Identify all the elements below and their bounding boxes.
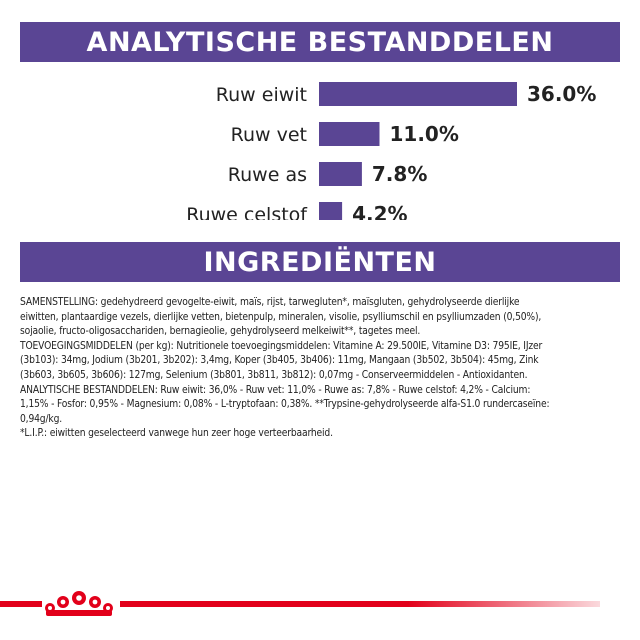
- bar-category-label: Ruwe as: [228, 164, 307, 186]
- composition-line: TOEVOEGINGSMIDDELEN (per kg): Nutritione…: [20, 340, 543, 352]
- composition-line: ANALYTISCHE BESTANDDELEN: Ruw eiwit: 36,…: [20, 384, 531, 396]
- composition-line: 1,15% - Fosfor: 0,95% - Magnesium: 0,08%…: [20, 399, 550, 411]
- composition-line: SAMENSTELLING: gedehydreerd gevogelte-ei…: [20, 297, 520, 308]
- composition-line: sojaolie, fructo-oligosacchariden, berna…: [20, 326, 421, 338]
- footer: [0, 588, 640, 618]
- footer-red-line-left: [0, 601, 42, 607]
- bar-category-label: Ruw vet: [231, 124, 307, 146]
- bar: [319, 162, 362, 186]
- bar: [319, 122, 380, 146]
- bar-value-label: 11.0%: [390, 122, 459, 146]
- composition-line: (3b103): 34mg, Jodium (3b201, 3b202): 3,…: [20, 355, 539, 367]
- nutrient-bar-chart: Ruw eiwit 36.0% Ruw vet 11.0% Ruwe as 7.8% Ruw…: [186, 82, 596, 220]
- ingredients-title: INGREDIËNTEN: [203, 246, 437, 278]
- bar-value-label: 7.8%: [372, 162, 427, 186]
- bar-category-label: Ruwe celstof: [186, 204, 308, 220]
- bar-value-label: 36.0%: [527, 82, 596, 106]
- bar: [319, 82, 517, 106]
- composition-line: (3b603, 3b605, 3b606): 127mg, Selenium (…: [20, 369, 528, 381]
- footer-red-line: [120, 601, 600, 607]
- bar-category-label: Ruw eiwit: [216, 84, 307, 106]
- bar-value-label: 4.2%: [352, 202, 407, 220]
- analytic-title: ANALYTISCHE BESTANDDELEN: [86, 26, 554, 58]
- royal-canin-crown-logo-icon: [45, 591, 113, 616]
- composition-text: SAMENSTELLING: gedehydreerd gevogelte-ei…: [20, 296, 620, 442]
- analytic-banner: ANALYTISCHE BESTANDDELEN: [20, 22, 620, 62]
- composition-line: eiwitten, plantaardige vezels, dierlijke…: [20, 311, 542, 323]
- composition-line: *L.I.P.: eiwitten geselecteerd vanwege h…: [20, 428, 333, 440]
- ingredients-banner: INGREDIËNTEN: [20, 242, 620, 282]
- composition-line: 0,94g/kg.: [20, 413, 62, 425]
- bar: [319, 202, 343, 220]
